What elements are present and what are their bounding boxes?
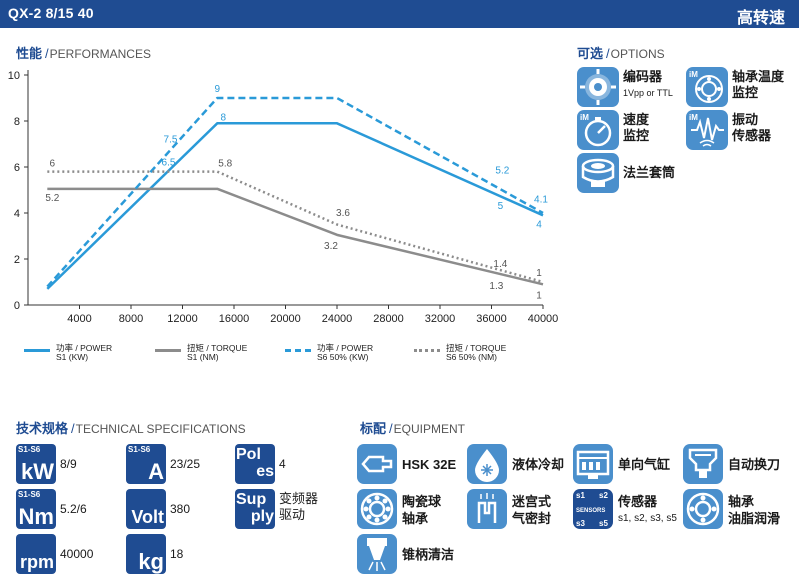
bearing-grease-icon [683, 489, 723, 529]
spec-supply-value: 变频器 驱动 [279, 491, 319, 522]
model-name: QX-2 8/15 40 [8, 5, 94, 21]
x-tick-label: 36000 [476, 313, 507, 325]
series-line-2 [46, 96, 544, 288]
data-label: 1.4 [493, 259, 507, 270]
data-label: 6 [50, 159, 56, 170]
x-tick-label: 24000 [322, 313, 353, 325]
x-tick-label: 40000 [528, 313, 559, 325]
svg-text:iM: iM [580, 113, 589, 122]
data-label: 5.2 [495, 165, 509, 176]
speed-class: 高转速 [736, 10, 785, 27]
data-label: 5.8 [218, 159, 232, 170]
x-tick-label: 20000 [270, 313, 301, 325]
data-label: 3.6 [336, 208, 350, 219]
data-label: 9 [214, 84, 220, 95]
rpm-icon: rpm [16, 534, 56, 574]
power-kw-icon: S1-S6 kW [16, 444, 56, 484]
spec-poles-value: 4 [279, 457, 286, 471]
svg-text:s5: s5 [599, 519, 608, 528]
y-tick-label: 2 [14, 254, 20, 266]
data-label: 8 [220, 112, 226, 123]
voltage-icon: Volt [126, 489, 166, 529]
data-label: 5.2 [45, 193, 59, 204]
spec-current-value: 23/25 [170, 457, 201, 471]
series-line-1 [47, 187, 544, 286]
single-cylinder-icon [573, 444, 613, 484]
hsk-icon [357, 444, 397, 484]
spec-voltage-value: 380 [170, 502, 191, 516]
svg-text:SENSORS: SENSORS [576, 508, 605, 514]
x-tick-label: 4000 [67, 313, 91, 325]
x-tick-label: 32000 [425, 313, 456, 325]
x-tick-label: 16000 [219, 313, 250, 325]
performances-title: 性能/PERFORMANCES [16, 46, 151, 61]
data-label: 1 [536, 290, 542, 301]
option-encoder-label: 编码器 [623, 69, 663, 84]
y-tick-label: 10 [8, 70, 20, 82]
y-tick-label: 0 [14, 300, 20, 312]
y-tick-label: 6 [14, 162, 20, 174]
torque-nm-icon: S1-S6 Nm [16, 489, 56, 529]
x-tick-label: 8000 [119, 313, 143, 325]
spec-torque-value: 5.2/6 [60, 502, 87, 516]
spec-weight-value: 18 [170, 547, 184, 561]
options-title: 可选/OPTIONS [577, 46, 665, 61]
data-label: 7.5 [164, 135, 178, 146]
svg-text:iM: iM [689, 113, 698, 122]
cone-cleaning-icon [357, 534, 397, 574]
poles-icon: Pol es [235, 444, 275, 484]
current-a-icon: S1-S6 A [126, 444, 166, 484]
performance-chart: 0 2 4 6 8 10 4000 8000 12000 16000 20000 24000 28000… [8, 70, 559, 325]
y-tick-label: 8 [14, 116, 20, 128]
weight-kg-icon: kg [126, 534, 166, 574]
vibration-sensor-icon: iM [686, 110, 728, 150]
ceramic-bearing-icon [357, 489, 397, 529]
spec-rpm-value: 40000 [60, 547, 94, 561]
bearing-temperature-icon: iM [686, 67, 728, 107]
y-tick-label: 4 [14, 208, 20, 220]
sensors-icon: s1 s2 SENSORS s3 s5 [573, 489, 613, 529]
series-line-3 [47, 170, 544, 284]
data-label: 1.3 [489, 281, 503, 292]
flange-sleeve-icon [577, 153, 619, 193]
header-bar: QX-2 8/15 40 高转速 [0, 0, 799, 28]
data-label: 4.1 [534, 195, 548, 206]
svg-text:s3: s3 [576, 519, 585, 528]
labyrinth-seal-icon [467, 489, 507, 529]
data-label: 3.2 [324, 241, 338, 252]
auto-tool-change-icon [683, 444, 723, 484]
series-line-0 [46, 122, 544, 290]
speed-monitor-icon: iM [577, 110, 619, 150]
specs-title: 技术规格/TECHNICAL SPECIFICATIONS [16, 421, 246, 436]
spec-power-value: 8/9 [60, 457, 77, 471]
x-tick-label: 12000 [167, 313, 198, 325]
data-label: 1 [536, 268, 542, 279]
data-label: 6.5 [162, 158, 176, 169]
data-label: 5 [498, 201, 504, 212]
liquid-cooling-icon [467, 444, 507, 484]
data-label: 4 [536, 219, 542, 230]
encoder-icon [577, 67, 619, 107]
x-tick-label: 28000 [373, 313, 404, 325]
svg-text:iM: iM [689, 70, 698, 79]
equipment-title: 标配/EQUIPMENT [360, 421, 465, 436]
svg-text:s1: s1 [576, 491, 585, 500]
supply-icon: Sup ply [235, 489, 275, 529]
svg-text:s2: s2 [599, 491, 608, 500]
